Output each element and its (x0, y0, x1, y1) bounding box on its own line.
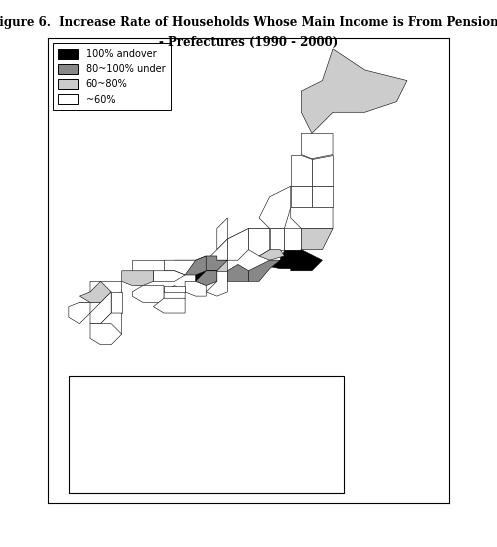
Polygon shape (122, 271, 154, 286)
Polygon shape (312, 154, 333, 186)
Polygon shape (80, 302, 100, 313)
Polygon shape (280, 254, 301, 260)
Polygon shape (291, 207, 333, 229)
Polygon shape (164, 286, 185, 292)
Polygon shape (227, 264, 248, 281)
Polygon shape (227, 229, 248, 260)
Polygon shape (291, 249, 323, 271)
Polygon shape (259, 186, 291, 229)
Polygon shape (270, 260, 301, 269)
Polygon shape (196, 256, 227, 271)
Polygon shape (227, 229, 270, 249)
Polygon shape (280, 249, 301, 260)
Polygon shape (301, 133, 333, 159)
FancyBboxPatch shape (69, 376, 343, 493)
Polygon shape (217, 218, 227, 249)
Polygon shape (312, 186, 333, 207)
Polygon shape (259, 249, 284, 260)
Polygon shape (248, 260, 280, 281)
Polygon shape (132, 286, 164, 302)
Polygon shape (196, 271, 217, 281)
Polygon shape (270, 229, 284, 249)
Polygon shape (100, 313, 122, 334)
Legend: 100% andover, 80~100% under, 60~80%, ~60%: 100% andover, 80~100% under, 60~80%, ~60… (53, 43, 171, 110)
Polygon shape (248, 229, 270, 256)
Polygon shape (90, 324, 122, 345)
Polygon shape (37, 450, 48, 461)
Polygon shape (291, 154, 312, 186)
Polygon shape (291, 186, 312, 207)
Polygon shape (164, 260, 196, 275)
Polygon shape (284, 229, 301, 249)
Polygon shape (301, 49, 407, 133)
Polygon shape (301, 229, 333, 249)
Polygon shape (132, 260, 164, 271)
Text: Figure 6.  Increase Rate of Households Whose Main Income is From Pensions: Figure 6. Increase Rate of Households Wh… (0, 16, 497, 30)
Polygon shape (206, 271, 227, 296)
Polygon shape (111, 292, 122, 313)
Polygon shape (154, 298, 185, 313)
Polygon shape (196, 271, 217, 286)
Polygon shape (185, 281, 206, 296)
Text: - Prefectures (1990 - 2000): - Prefectures (1990 - 2000) (159, 36, 338, 49)
Polygon shape (174, 256, 206, 275)
Polygon shape (206, 239, 227, 260)
Polygon shape (206, 260, 227, 271)
Polygon shape (80, 281, 111, 302)
Polygon shape (154, 271, 185, 281)
Polygon shape (69, 302, 90, 324)
Polygon shape (90, 292, 111, 324)
Polygon shape (164, 286, 185, 302)
Polygon shape (90, 281, 122, 296)
